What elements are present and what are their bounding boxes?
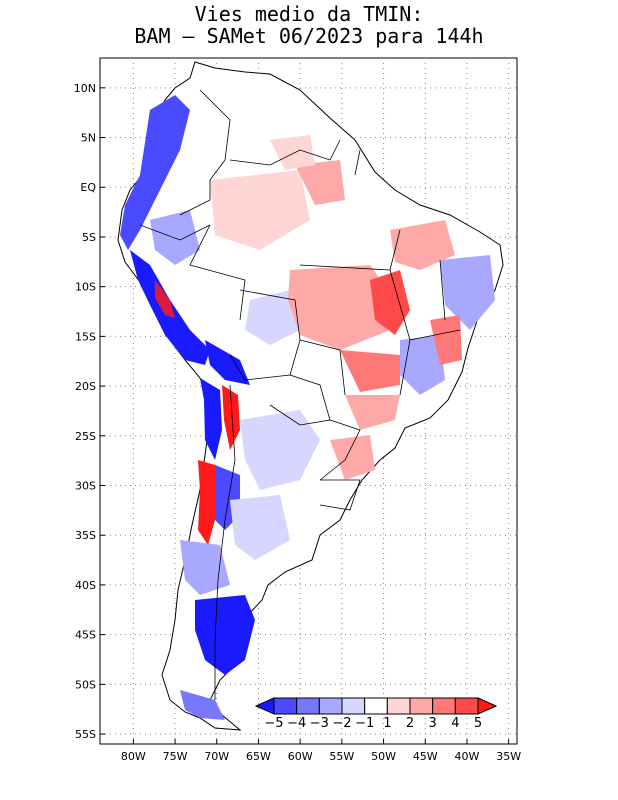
colorbar-label: −4 (287, 716, 306, 731)
bias-patch-andes-north (120, 95, 190, 250)
bias-patch-venezuela (270, 135, 315, 170)
lat-label: 50S (75, 678, 96, 691)
colorbar: −5 −4 −3 −2 −1 1 2 3 4 5 (254, 697, 498, 731)
latitude-labels: 10N 5N EQ 5S 10S 15S 20S 25S 30S 35S 40S 45S 50S 55S (74, 82, 105, 741)
bias-patch-guiana (295, 160, 345, 205)
colorbar-segment (432, 697, 456, 715)
border-argentina-brazil (319, 419, 361, 481)
colorbar-label: −1 (355, 716, 374, 731)
lon-label: 80W (121, 750, 146, 763)
lat-label: 55S (75, 728, 96, 741)
border-brazil-states-3 (409, 259, 461, 341)
lon-label: 70W (204, 750, 229, 763)
border-bolivia (229, 289, 301, 381)
lat-label: 20S (75, 380, 96, 393)
border-uruguay (319, 479, 361, 511)
colorbar-triangle-high (477, 697, 498, 715)
colorbar-segment (386, 697, 411, 715)
lat-label: 25S (75, 430, 96, 443)
colorbar-segment (296, 697, 320, 715)
lon-label: 55W (329, 750, 354, 763)
bias-patch-maranhao (390, 220, 455, 270)
bias-patch-bahia (430, 315, 462, 365)
continent-layer (117, 61, 504, 731)
bias-patch-andes-red-north (222, 385, 240, 450)
bias-patch-northeast-brazil (440, 255, 495, 330)
lon-label: 35W (496, 750, 521, 763)
colorbar-label: −5 (264, 716, 283, 731)
country-borders (139, 89, 461, 700)
colorbar-label: 4 (451, 716, 459, 731)
bias-patch-minas-gerais (400, 335, 445, 395)
bias-patch-pampas (230, 495, 290, 560)
lat-label: 45S (75, 629, 96, 642)
map-title-line1: Vies medio da TMIN: (194, 2, 424, 26)
bias-patch-sao-paulo (345, 395, 400, 430)
lon-label: 60W (288, 750, 313, 763)
border-brazil-states-4 (299, 339, 346, 396)
lat-label: 40S (75, 579, 96, 592)
colorbar-segment (409, 697, 434, 715)
colorbar-label: 5 (474, 716, 482, 731)
colorbar-segment (318, 697, 343, 715)
border-guianas (329, 139, 361, 176)
lat-label: 15S (75, 330, 96, 343)
bias-patch-altiplano (205, 340, 250, 385)
colorbar-segment (364, 697, 388, 715)
bias-patch-central-brazil (288, 265, 395, 350)
colorbar-label: −3 (310, 716, 329, 731)
bias-patches (120, 95, 495, 720)
colorbar-segment (341, 697, 366, 715)
longitude-labels: 80W 75W 70W 65W 60W 55W 50W 45W 40W 35W (121, 739, 521, 763)
lat-label: 5S (82, 231, 96, 244)
colorbar-segment (273, 697, 298, 715)
bias-patch-amazon (210, 170, 310, 250)
bias-patch-chile-north (200, 378, 222, 460)
lon-label: 50W (371, 750, 396, 763)
colorbar-label: 3 (429, 716, 437, 731)
border-venezuela-brazil (229, 149, 331, 166)
lon-label: 40W (455, 750, 480, 763)
border-chile-argentina (214, 384, 236, 700)
border-colombia-venezuela (179, 89, 231, 216)
lat-label: 10N (74, 82, 96, 95)
colorbar-segment (454, 697, 479, 715)
bias-patch-south-brazil (330, 435, 375, 480)
bias-patch-tierra-del-fuego (180, 690, 225, 720)
bias-patch-patagonia (195, 595, 255, 675)
lat-label: 10S (75, 281, 96, 294)
lon-label: 45W (413, 750, 438, 763)
lat-label: 35S (75, 529, 96, 542)
lat-label: 30S (75, 480, 96, 493)
bias-patch-peru-red-streaks (155, 280, 175, 318)
bias-patch-patagonia-light (180, 540, 230, 595)
bias-patch-goias (370, 270, 410, 335)
colorbar-label: 1 (383, 716, 391, 731)
bias-patch-mato-grosso-sul (340, 350, 400, 392)
colorbar-label: 2 (406, 716, 414, 731)
colorbar-label: −2 (332, 716, 351, 731)
border-peru-brazil (189, 224, 246, 321)
lat-label: 5N (81, 132, 96, 145)
lat-label: EQ (80, 181, 96, 194)
border-ecuador-peru (139, 224, 211, 241)
bias-patch-ecuador (150, 210, 200, 265)
lon-label: 75W (163, 750, 188, 763)
bias-patch-andes-red-central (198, 460, 215, 545)
map-title-line2: BAM – SAMet 06/2023 para 144h (134, 24, 484, 48)
lon-label: 65W (246, 750, 271, 763)
bias-patch-bolivia-lowlands (245, 290, 300, 345)
bias-patch-chaco (240, 410, 320, 490)
